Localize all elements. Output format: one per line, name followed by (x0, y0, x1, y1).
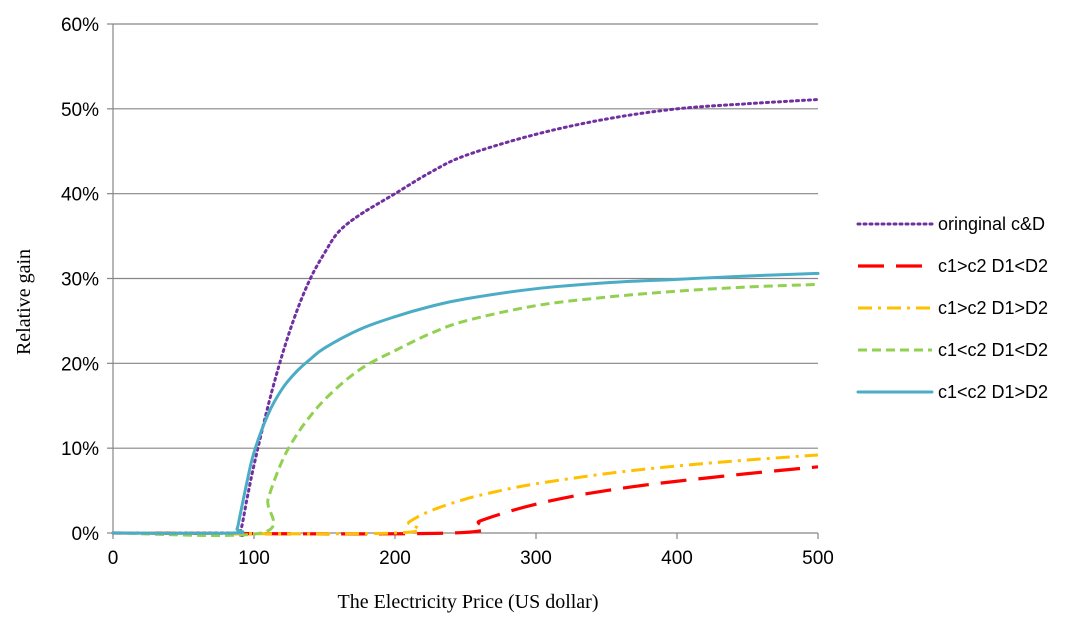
x-tick-label: 200 (379, 548, 411, 569)
y-tick-label: 20% (61, 354, 99, 375)
x-axis-ticks: 0 100 200 300 400 500 (108, 533, 834, 569)
gridlines (113, 23, 818, 449)
y-tick-label: 50% (61, 100, 99, 121)
legend: oringinal c&D c1>c2 D1<D2 c1>c2 D1>D2 c1<c2… (856, 214, 1048, 402)
x-tick-label: 100 (238, 548, 270, 569)
x-tick-label: 400 (661, 548, 693, 569)
series-line-2 (112, 465, 819, 536)
legend-label-4: c1<c2 D1<D2 (938, 340, 1048, 360)
series-line-5 (111, 271, 820, 535)
legend-label-5: c1<c2 D1>D2 (938, 382, 1048, 402)
y-axis-ticks: 0% 10% 20% 30% 40% 50% 60% (61, 15, 113, 545)
y-tick-label: 0% (72, 524, 100, 545)
y-tick-label: 10% (61, 439, 99, 460)
series-line-3 (112, 453, 819, 536)
legend-label-3: c1>c2 D1>D2 (938, 298, 1048, 318)
x-tick-label: 0 (108, 548, 119, 569)
series-lines (111, 98, 820, 538)
y-tick-label: 60% (61, 15, 99, 36)
y-tick-label: 30% (61, 270, 99, 291)
series-line-1 (111, 98, 820, 537)
y-axis-title: Relative gain (13, 249, 35, 355)
legend-label-1: oringinal c&D (938, 214, 1045, 234)
x-tick-label: 500 (802, 548, 834, 569)
y-tick-label: 40% (61, 185, 99, 206)
legend-label-2: c1>c2 D1<D2 (938, 256, 1048, 276)
x-tick-label: 300 (520, 548, 552, 569)
series-line-4 (112, 282, 819, 538)
x-axis-title: The Electricity Price (US dollar) (337, 591, 598, 613)
